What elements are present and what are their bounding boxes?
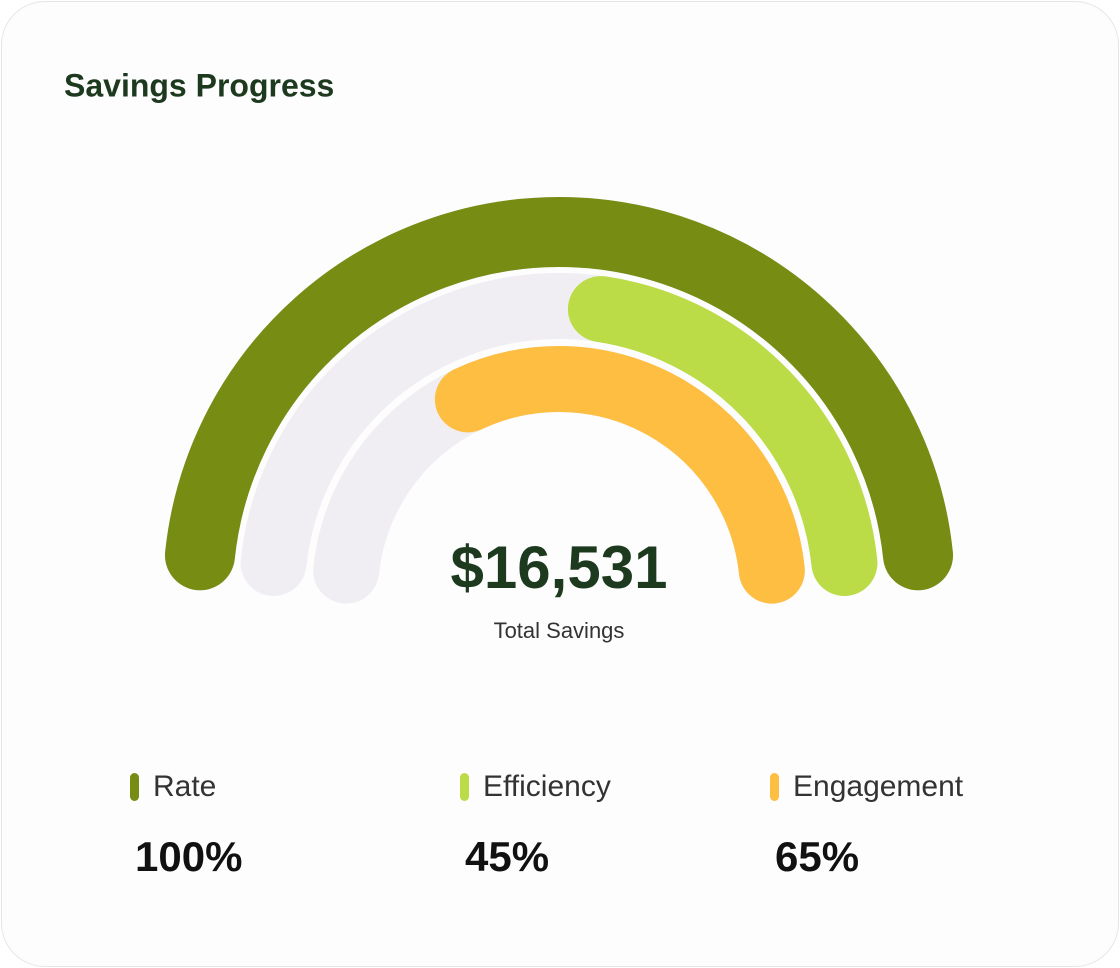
- arc-bar: [567, 276, 878, 596]
- legend-label: Rate: [153, 770, 216, 803]
- legend-label: Engagement: [793, 770, 964, 803]
- value-label: 65%: [775, 833, 859, 880]
- legend-marker: [770, 773, 779, 801]
- center-value: $16,531: [451, 534, 668, 601]
- value-label: 100%: [135, 833, 242, 880]
- arc-bar: [434, 346, 805, 604]
- value-label: 45%: [465, 833, 549, 880]
- chart-title: Savings Progress: [64, 67, 334, 103]
- legend-marker: [460, 773, 469, 801]
- arc-bar: [164, 197, 954, 591]
- legend-label: Efficiency: [483, 770, 611, 803]
- legend-marker: [130, 773, 139, 801]
- gauge: [164, 197, 954, 604]
- center-label: Total Savings: [494, 618, 625, 643]
